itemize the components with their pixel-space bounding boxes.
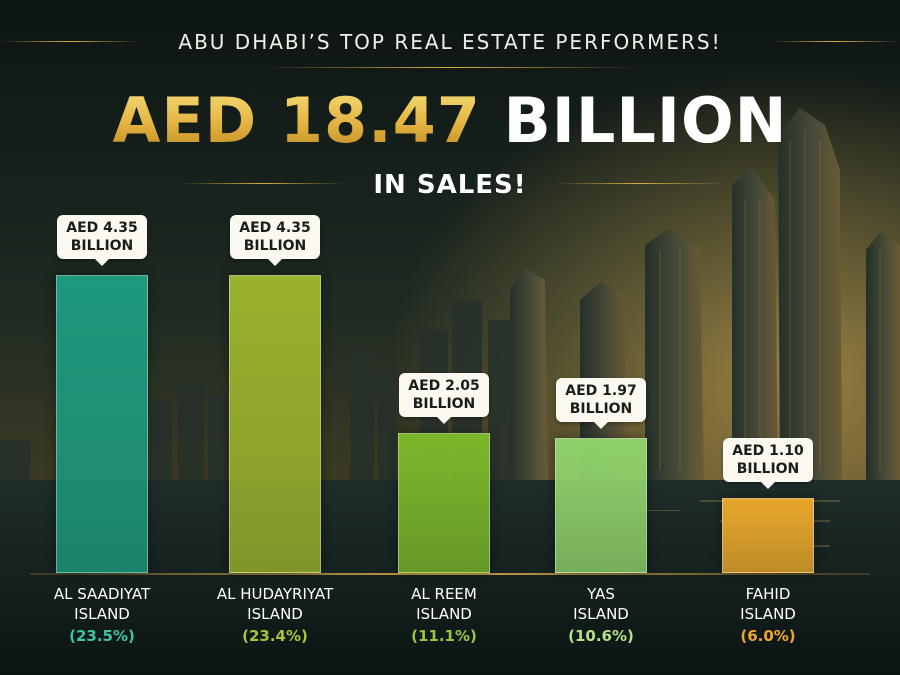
value-label-line: AED 4.35 <box>239 220 311 236</box>
value-label-line: AED 1.97 <box>565 383 637 400</box>
value-label-fahid: AED 1.10 BILLION <box>723 437 813 489</box>
category-label-line: ISLAND <box>247 605 303 623</box>
category-label-al-reem: AL REEM ISLAND (11.1%) <box>359 584 529 646</box>
value-label-al-saadiyat: AED 4.35 BILLION <box>57 215 147 266</box>
category-label-al-hudayriyat: AL HUDAYRIYAT ISLAND (23.4%) <box>190 584 360 646</box>
value-label-line: BILLION <box>412 395 476 412</box>
subhead: IN SALES! <box>373 170 527 200</box>
category-label-yas: YAS ISLAND (10.6%) <box>516 584 686 646</box>
category-label-line: ISLAND <box>740 605 796 623</box>
value-label-al-reem: AED 2.05 BILLION <box>399 372 489 424</box>
chart-baseline <box>30 573 870 575</box>
share-al-hudayriyat: (23.4%) <box>242 627 308 645</box>
share-yas: (10.6%) <box>568 627 634 645</box>
bar-yas <box>555 438 647 573</box>
title-rule-right <box>770 41 900 42</box>
value-label-line: AED 4.35 <box>66 220 138 236</box>
title-rule-left <box>0 41 140 42</box>
value-label-line: BILLION <box>243 238 307 254</box>
category-label-line: YAS <box>587 585 615 603</box>
bar-al-saadiyat <box>56 275 148 573</box>
bar-al-hudayriyat <box>229 275 321 573</box>
category-label-line: ISLAND <box>573 605 629 623</box>
subhead-rule-right <box>555 183 725 184</box>
headline: AED 18.47 BILLION <box>0 84 900 157</box>
value-label-line: BILLION <box>70 238 134 254</box>
category-label-line: ISLAND <box>416 605 472 623</box>
category-label-line: FAHID <box>745 585 791 603</box>
share-al-saadiyat: (23.5%) <box>69 627 135 645</box>
category-label-fahid: FAHID ISLAND (6.0%) <box>683 584 853 646</box>
value-label-line: BILLION <box>569 401 633 418</box>
category-label-al-saadiyat: AL SAADIYAT ISLAND (23.5%) <box>17 584 187 646</box>
category-label-line: ISLAND <box>74 605 130 623</box>
value-label-line: BILLION <box>736 460 800 477</box>
value-label-line: AED 1.10 <box>732 442 804 459</box>
category-label-line: AL HUDAYRIYAT <box>216 585 334 603</box>
top-title: ABU DHABI’S TOP REAL ESTATE PERFORMERS! <box>178 30 722 54</box>
value-label-yas: AED 1.97 BILLION <box>556 378 646 430</box>
bar-fahid <box>722 497 814 573</box>
share-fahid: (6.0%) <box>740 627 796 645</box>
headline-unit: BILLION <box>503 84 788 157</box>
category-label-line: AL SAADIYAT <box>53 585 151 603</box>
bar-al-reem <box>398 432 490 573</box>
title-underline <box>260 67 640 68</box>
value-label-al-hudayriyat: AED 4.35 BILLION <box>230 215 320 266</box>
subhead-rule-left <box>180 183 345 184</box>
category-label-line: AL REEM <box>411 585 477 603</box>
headline-amount: AED 18.47 <box>112 84 481 157</box>
share-al-reem: (11.1%) <box>411 627 477 645</box>
value-label-line: AED 2.05 <box>408 377 480 394</box>
